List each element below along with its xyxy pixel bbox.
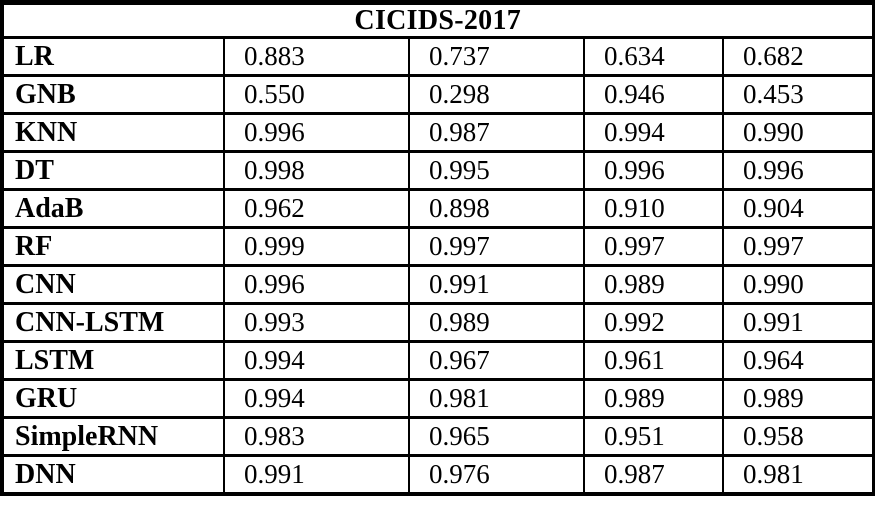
metric-value: 0.904 <box>722 188 874 229</box>
model-name: SimpleRNN <box>1 416 225 457</box>
table-row: RF 0.999 0.997 0.997 0.997 <box>1 226 874 267</box>
metric-value: 0.996 <box>223 112 410 153</box>
table-row: DNN 0.991 0.976 0.987 0.981 <box>1 454 874 496</box>
metric-value: 0.991 <box>408 264 585 305</box>
metric-value: 0.550 <box>223 74 410 115</box>
table-row: DT 0.998 0.995 0.996 0.996 <box>1 150 874 191</box>
metric-value: 0.987 <box>408 112 585 153</box>
metric-value: 0.967 <box>408 340 585 381</box>
metric-value: 0.883 <box>223 36 410 77</box>
metric-value: 0.996 <box>223 264 410 305</box>
metric-value: 0.989 <box>408 302 585 343</box>
metric-value: 0.989 <box>583 378 724 419</box>
table-title: CICIDS-2017 <box>1 1 874 39</box>
model-name: LR <box>1 36 225 77</box>
cicids-2017-results-table: CICIDS-2017 LR 0.883 0.737 0.634 0.682 G… <box>0 0 875 496</box>
metric-value: 0.965 <box>408 416 585 457</box>
metric-value: 0.964 <box>722 340 874 381</box>
table-row: SimpleRNN 0.983 0.965 0.951 0.958 <box>1 416 874 457</box>
metric-value: 0.682 <box>722 36 874 77</box>
model-name: KNN <box>1 112 225 153</box>
metric-value: 0.997 <box>408 226 585 267</box>
model-name: CNN <box>1 264 225 305</box>
model-name: AdaB <box>1 188 225 229</box>
model-name: GRU <box>1 378 225 419</box>
model-name: RF <box>1 226 225 267</box>
metric-value: 0.298 <box>408 74 585 115</box>
table-row: GRU 0.994 0.981 0.989 0.989 <box>1 378 874 419</box>
metric-value: 0.453 <box>722 74 874 115</box>
table-row: AdaB 0.962 0.898 0.910 0.904 <box>1 188 874 229</box>
metric-value: 0.991 <box>223 454 410 496</box>
metric-value: 0.999 <box>223 226 410 267</box>
metric-value: 0.996 <box>583 150 724 191</box>
metric-value: 0.981 <box>722 454 874 496</box>
metric-value: 0.993 <box>223 302 410 343</box>
model-name: LSTM <box>1 340 225 381</box>
metric-value: 0.983 <box>223 416 410 457</box>
metric-value: 0.961 <box>583 340 724 381</box>
metric-value: 0.981 <box>408 378 585 419</box>
metric-value: 0.987 <box>583 454 724 496</box>
table-row: CNN 0.996 0.991 0.989 0.990 <box>1 264 874 305</box>
metric-value: 0.910 <box>583 188 724 229</box>
metric-value: 0.946 <box>583 74 724 115</box>
model-name: CNN-LSTM <box>1 302 225 343</box>
model-name: GNB <box>1 74 225 115</box>
table-body: LR 0.883 0.737 0.634 0.682 GNB 0.550 0.2… <box>1 36 874 496</box>
metric-value: 0.976 <box>408 454 585 496</box>
metric-value: 0.958 <box>722 416 874 457</box>
metric-value: 0.996 <box>722 150 874 191</box>
model-name: DNN <box>1 454 225 496</box>
table-title-row: CICIDS-2017 <box>1 1 874 39</box>
metric-value: 0.737 <box>408 36 585 77</box>
table-row: KNN 0.996 0.987 0.994 0.990 <box>1 112 874 153</box>
metric-value: 0.990 <box>722 112 874 153</box>
metric-value: 0.989 <box>583 264 724 305</box>
metric-value: 0.962 <box>223 188 410 229</box>
metric-value: 0.994 <box>223 340 410 381</box>
model-name: DT <box>1 150 225 191</box>
table-row: LSTM 0.994 0.967 0.961 0.964 <box>1 340 874 381</box>
metric-value: 0.995 <box>408 150 585 191</box>
metric-value: 0.992 <box>583 302 724 343</box>
metric-value: 0.634 <box>583 36 724 77</box>
metric-value: 0.991 <box>722 302 874 343</box>
table-row: LR 0.883 0.737 0.634 0.682 <box>1 36 874 77</box>
metric-value: 0.898 <box>408 188 585 229</box>
metric-value: 0.951 <box>583 416 724 457</box>
table-row: CNN-LSTM 0.993 0.989 0.992 0.991 <box>1 302 874 343</box>
metric-value: 0.997 <box>583 226 724 267</box>
metric-value: 0.994 <box>583 112 724 153</box>
table-row: GNB 0.550 0.298 0.946 0.453 <box>1 74 874 115</box>
metric-value: 0.998 <box>223 150 410 191</box>
metric-value: 0.990 <box>722 264 874 305</box>
metric-value: 0.997 <box>722 226 874 267</box>
metric-value: 0.994 <box>223 378 410 419</box>
metric-value: 0.989 <box>722 378 874 419</box>
